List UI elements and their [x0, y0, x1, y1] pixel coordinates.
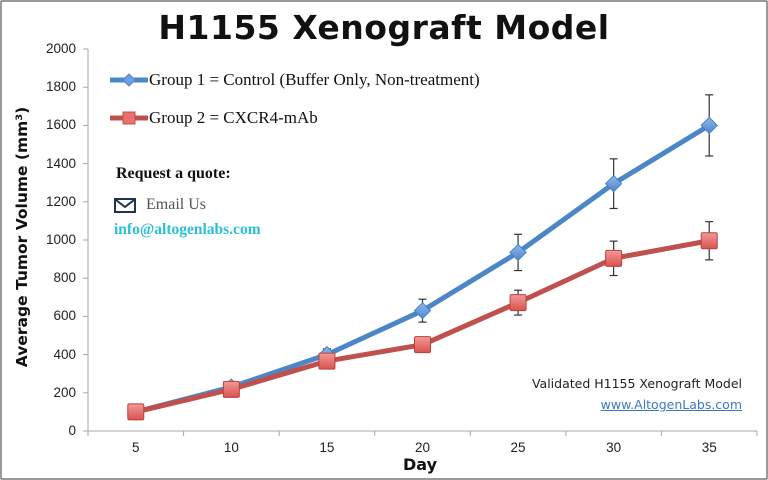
y-tick-label: 1400 — [45, 155, 76, 171]
x-tick-label: 15 — [319, 440, 335, 455]
y-tick-label: 1000 — [45, 232, 76, 247]
legend-label-group2: Group 2 = CXCR4-mAb — [149, 108, 318, 127]
legend-item-group1: Group 1 = Control (Buffer Only, Non-trea… — [110, 70, 480, 90]
blue-diamond-line-icon — [110, 73, 148, 87]
y-tick-label: 800 — [53, 270, 76, 286]
legend-label-group1: Group 1 = Control (Buffer Only, Non-trea… — [149, 70, 480, 89]
x-tick-label: 10 — [223, 440, 239, 455]
y-tick-label: 400 — [53, 346, 76, 362]
chart-title: H1155 Xenograft Model — [158, 8, 610, 47]
data-point-square — [222, 380, 240, 398]
y-tick-label: 600 — [53, 308, 76, 324]
data-point-square — [127, 403, 145, 421]
red-square-line-icon — [110, 111, 148, 125]
email-us-label: Email Us — [146, 196, 206, 213]
request-quote-heading: Request a quote: — [116, 165, 231, 182]
x-tick-label: 20 — [414, 440, 431, 455]
y-tick-label: 1600 — [45, 117, 76, 133]
x-tick-label: 5 — [132, 440, 140, 455]
data-point-diamond — [413, 301, 432, 320]
y-tick-label: 1800 — [45, 79, 76, 95]
x-axis-label: Day — [402, 455, 437, 474]
x-tick-label: 35 — [701, 440, 717, 455]
data-point-square — [605, 249, 623, 267]
email-us-link[interactable]: Email Us — [114, 196, 206, 214]
y-tick-label: 2000 — [45, 41, 76, 56]
website-link[interactable]: www.AltogenLabs.com — [600, 397, 742, 412]
data-point-square — [509, 294, 527, 312]
email-address-link[interactable]: info@altogenlabs.com — [114, 221, 261, 238]
data-point-diamond — [700, 116, 718, 135]
x-tick-label: 30 — [606, 440, 622, 455]
legend-item-group2: Group 2 = CXCR4-mAb — [110, 108, 318, 128]
y-tick-label: 0 — [68, 423, 76, 438]
data-point-square — [700, 232, 718, 250]
data-point-diamond — [604, 174, 623, 193]
data-point-diamond — [509, 243, 527, 262]
validated-caption: Validated H1155 Xenograft Model — [531, 376, 742, 391]
data-point-square — [414, 336, 431, 354]
y-tick-label: 1200 — [45, 193, 76, 209]
data-point-square — [318, 352, 336, 370]
envelope-icon — [114, 197, 136, 213]
y-tick-label: 200 — [53, 384, 76, 400]
series-2 — [127, 221, 718, 421]
x-tick-label: 25 — [510, 440, 526, 455]
